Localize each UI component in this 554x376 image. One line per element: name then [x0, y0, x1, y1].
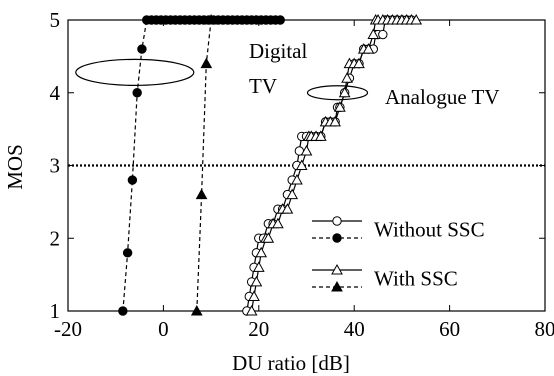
data-point — [295, 159, 308, 170]
x-tick-label: 80 — [535, 317, 554, 341]
legend-marker-open — [331, 263, 343, 275]
data-point — [195, 188, 208, 200]
digital-tv-label-line1: Digital — [249, 39, 307, 63]
y-tick-label: 2 — [50, 226, 61, 250]
digital-tv-ellipse — [75, 58, 195, 86]
data-point — [314, 130, 327, 141]
data-point — [190, 304, 203, 316]
legend-label: Without SSC — [374, 218, 485, 242]
data-point — [252, 261, 265, 272]
data-point — [367, 28, 380, 40]
data-point — [338, 86, 351, 98]
series-digital-without-ssc — [118, 15, 285, 316]
plot-area — [67, 13, 546, 316]
x-tick-label: -20 — [54, 317, 82, 341]
data-point — [262, 232, 275, 243]
analogue-tv-label: Analogue TV — [385, 85, 500, 109]
data-point — [410, 13, 423, 25]
legend-entry-0: Without SSC — [312, 216, 485, 243]
x-tick-labels: -20 0 20 40 60 80 — [54, 317, 554, 341]
x-tick-label: 20 — [248, 317, 269, 341]
data-point — [334, 101, 346, 112]
data-point — [275, 15, 285, 25]
data-point — [245, 304, 258, 316]
data-point — [248, 290, 260, 301]
data-point — [118, 306, 128, 316]
y-axis-title: MOS — [3, 144, 27, 190]
data-point — [250, 275, 263, 287]
y-tick-label: 1 — [50, 299, 61, 323]
data-point — [329, 115, 341, 127]
data-point — [205, 13, 217, 25]
data-point — [127, 175, 138, 185]
legend: Without SSC With SSC — [312, 216, 485, 292]
annotations: Digital TV Analogue TV — [75, 39, 500, 109]
data-point — [300, 144, 313, 156]
data-point — [291, 174, 303, 185]
data-point — [122, 248, 133, 258]
data-point — [353, 57, 365, 69]
digital-tv-label-line2: TV — [249, 74, 277, 98]
legend-entry-1: With SSC — [312, 263, 458, 292]
data-point — [378, 29, 388, 40]
data-point — [281, 203, 294, 214]
data-point — [362, 43, 375, 54]
x-tick-label: 0 — [158, 317, 169, 341]
series-analogue-with-ssc — [245, 13, 423, 316]
x-axis-title: DU ratio [dB] — [232, 351, 350, 375]
y-tick-labels: 1 2 3 4 5 — [50, 8, 61, 323]
y-tick-label: 3 — [50, 154, 61, 178]
data-point — [286, 188, 299, 200]
data-point — [255, 246, 268, 258]
data-point — [341, 72, 353, 83]
x-tick-label: 60 — [439, 317, 460, 341]
data-point — [137, 44, 147, 54]
legend-marker-filled — [332, 233, 342, 243]
legend-marker-filled — [331, 280, 343, 292]
series-digital-with-ssc — [190, 13, 217, 316]
analogue-tv-ellipse — [306, 85, 369, 101]
legend-label: With SSC — [374, 267, 458, 291]
y-tick-label: 4 — [50, 81, 61, 105]
data-point — [200, 57, 213, 69]
y-tick-label: 5 — [50, 8, 61, 32]
x-tick-label: 40 — [344, 317, 365, 341]
data-point — [132, 88, 142, 98]
data-point — [272, 217, 284, 229]
legend-marker-open — [332, 216, 342, 226]
series-line — [196, 19, 212, 312]
